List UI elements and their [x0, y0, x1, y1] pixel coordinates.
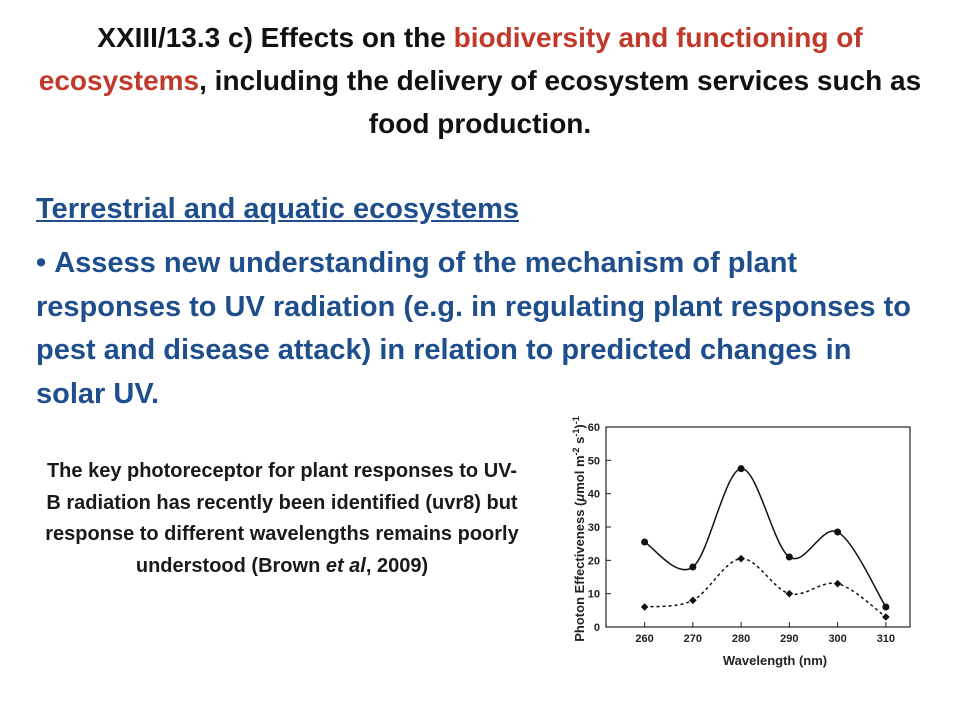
- title-highlight: biodiversity and functioning of ecosyste…: [38, 22, 863, 96]
- y-label-mu: μ: [572, 494, 587, 503]
- series-1-point: [785, 553, 793, 561]
- y-label-sup1: -2: [571, 447, 581, 455]
- x-tick-label: 310: [877, 633, 895, 645]
- y-tick-label: 10: [588, 589, 600, 601]
- figure-caption: The key photoreceptor for plant response…: [42, 456, 522, 582]
- series-1-point: [737, 465, 745, 473]
- y-tick-label: 20: [588, 555, 600, 567]
- y-label-pre: Photon Effectiveness (: [572, 501, 587, 642]
- bullet-glyph: •: [36, 247, 55, 279]
- plot-frame: [605, 426, 911, 628]
- photon-effectiveness-chart: Photon Effectiveness (μmol m-2 s-1)-1 Wa…: [571, 416, 911, 668]
- series-1-point: [834, 528, 842, 536]
- series-2-point: [640, 603, 649, 611]
- series-2-point: [882, 613, 890, 621]
- y-label-post: ): [572, 424, 587, 428]
- y-tick-label: 0: [594, 622, 600, 634]
- y-tick-label: 40: [588, 489, 600, 501]
- series-2-line: [644, 557, 887, 618]
- series-2-point: [833, 579, 842, 588]
- x-tick-label: 280: [732, 633, 750, 645]
- x-tick-label: 270: [684, 633, 702, 645]
- y-tick-label: 30: [588, 522, 600, 534]
- title-part-1: XXIII/13.3 c) Effects on the: [97, 22, 454, 53]
- y-label-sup3: -1: [571, 416, 581, 424]
- y-label-mid2: s: [572, 437, 587, 448]
- slide-title: XXIII/13.3 c) Effects on the biodiversit…: [20, 16, 940, 145]
- bullet-text: Assess new understanding of the mechanis…: [36, 247, 911, 410]
- title-part-2: , including the delivery of ecosystem se…: [199, 65, 922, 139]
- series-1-point: [641, 538, 649, 546]
- caption-italic: et al: [325, 554, 366, 577]
- y-label-sup2: -1: [571, 429, 581, 437]
- series-1-line: [644, 467, 887, 608]
- bullet-point: • Assess new understanding of the mechan…: [36, 242, 916, 416]
- x-tick-label: 260: [635, 633, 653, 645]
- y-label-mid: mol m: [572, 455, 587, 493]
- caption-part-1: The key photoreceptor for plant response…: [45, 460, 519, 577]
- series-2-point: [785, 589, 794, 598]
- caption-part-2: , 2009): [365, 554, 429, 577]
- series-2-point: [689, 596, 697, 605]
- x-tick-label: 300: [828, 633, 846, 645]
- series-1-point: [882, 603, 890, 611]
- x-axis-label: Wavelength (nm): [723, 653, 827, 668]
- x-tick-label: 290: [780, 633, 798, 645]
- series-2-point: [737, 554, 745, 563]
- section-heading: Terrestrial and aquatic ecosystems: [36, 193, 520, 225]
- series-1-point: [689, 563, 697, 571]
- y-tick-label: 50: [588, 455, 600, 467]
- y-axis-label: Photon Effectiveness (μmol m-2 s-1)-1: [571, 416, 587, 642]
- y-tick-label: 60: [588, 422, 600, 434]
